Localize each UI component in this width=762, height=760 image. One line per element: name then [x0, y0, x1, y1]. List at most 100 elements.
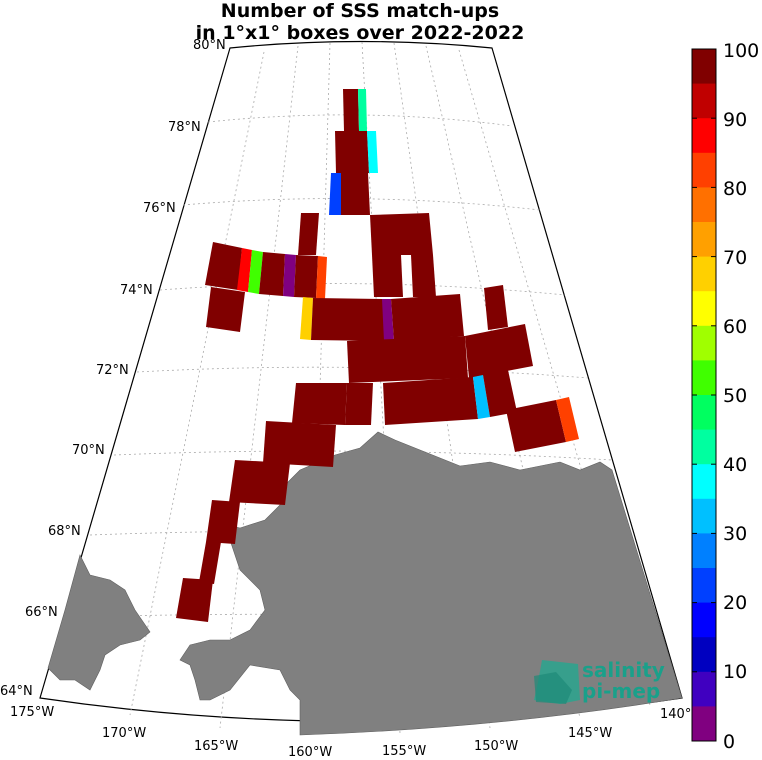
- box: [206, 500, 240, 544]
- colorbar-swatch: [692, 83, 716, 119]
- lon-label-150w: 150°W: [474, 739, 518, 754]
- lat-label-68: 68°N: [48, 524, 81, 539]
- colorbar-label-90: 90: [723, 109, 747, 131]
- colorbar-swatch: [692, 464, 716, 500]
- lon-label-175w: 175°W: [10, 705, 54, 720]
- lat-label-76: 76°N: [143, 201, 176, 216]
- box: [237, 248, 252, 292]
- box: [358, 89, 367, 131]
- colorbar-label-0: 0: [723, 731, 735, 753]
- lat-label-64: 64°N: [0, 684, 33, 699]
- colorbar-labels: 100 90 80 70 60 50 40 30 20 10 0: [723, 40, 759, 753]
- colorbar-swatch: [692, 49, 716, 85]
- box: [205, 242, 242, 290]
- colorbar-swatch: [692, 291, 716, 327]
- title-line-2: in 1°x1° boxes over 2022-2022: [195, 22, 525, 44]
- logo-text-salinity: salinity: [582, 658, 665, 682]
- colorbar-swatch: [692, 498, 716, 534]
- lat-label-80: 80°N: [193, 38, 226, 53]
- lat-label-66: 66°N: [25, 605, 58, 620]
- box: [473, 375, 490, 419]
- box: [370, 213, 433, 255]
- box: [283, 254, 296, 297]
- colorbar-label-80: 80: [723, 178, 747, 200]
- box: [298, 213, 319, 255]
- box: [343, 89, 359, 131]
- colorbar-swatch: [692, 152, 716, 188]
- lon-label-160w: 160°W: [288, 745, 332, 760]
- box: [294, 255, 318, 298]
- logo-wave-mark-2: [534, 672, 572, 704]
- colorbar-ticks: [692, 48, 716, 742]
- colorbar-label-100: 100: [723, 40, 759, 62]
- lat-label-74: 74°N: [120, 283, 153, 298]
- box: [383, 377, 478, 425]
- box: [483, 370, 517, 417]
- colorbar-swatch: [692, 395, 716, 431]
- box: [367, 131, 378, 173]
- colorbar-label-20: 20: [723, 592, 747, 614]
- box: [556, 397, 579, 442]
- lon-label-155w: 155°W: [382, 744, 426, 759]
- colorbar-swatch: [692, 222, 716, 258]
- lon-label-170w: 170°W: [102, 726, 146, 741]
- box: [176, 578, 213, 622]
- box: [292, 383, 347, 425]
- salinity-pi-mep-logo: salinity pi-mep: [534, 658, 665, 704]
- lat-label-70: 70°N: [72, 443, 105, 458]
- longitude-labels: 175°W 170°W 165°W 160°W 155°W 150°W 145°…: [10, 705, 691, 760]
- colorbar-swatch: [692, 671, 716, 707]
- colorbar-label-70: 70: [723, 247, 747, 269]
- lat-label-78: 78°N: [168, 120, 201, 135]
- box: [465, 324, 533, 378]
- box: [259, 252, 285, 296]
- colorbar-swatch: [692, 187, 716, 223]
- colorbar-swatch: [692, 256, 716, 292]
- box: [311, 298, 384, 341]
- latitude-labels: 80°N 78°N 76°N 74°N 72°N 70°N 68°N 66°N …: [0, 38, 226, 699]
- lon-label-140: 140°: [660, 707, 691, 722]
- alaska-landmass: [179, 431, 683, 736]
- colorbar-swatch: [692, 429, 716, 465]
- box: [411, 255, 436, 297]
- box: [199, 542, 221, 584]
- box: [300, 297, 313, 340]
- colorbar-label-50: 50: [723, 385, 747, 407]
- chukotka-landmass: [47, 554, 151, 691]
- colorbar-swatch: [692, 118, 716, 154]
- box: [329, 173, 341, 215]
- box: [248, 250, 263, 294]
- box: [263, 421, 336, 467]
- colorbar-swatch: [692, 360, 716, 396]
- lon-label-165w: 165°W: [194, 739, 238, 754]
- colorbar-swatch: [692, 325, 716, 361]
- matchup-boxes: [176, 89, 579, 622]
- lat-label-72: 72°N: [96, 363, 129, 378]
- colorbar: [691, 48, 717, 742]
- colorbar-label-60: 60: [723, 316, 747, 338]
- box: [506, 400, 566, 452]
- box: [206, 287, 245, 332]
- colorbar-label-30: 30: [723, 523, 747, 545]
- lon-label-145w: 145°W: [568, 726, 612, 741]
- colorbar-swatch: [692, 706, 716, 742]
- box: [484, 285, 508, 330]
- box: [382, 299, 394, 341]
- logo-text-pi-mep: pi-mep: [582, 679, 660, 703]
- box: [347, 336, 468, 383]
- colorbar-swatch: [692, 533, 716, 569]
- colorbar-swatch: [692, 602, 716, 638]
- box: [341, 173, 370, 215]
- box: [335, 131, 369, 173]
- map-title: Number of SSS match-ups in 1°x1° boxes o…: [140, 0, 580, 44]
- colorbar-label-10: 10: [723, 661, 747, 683]
- colorbar-swatch: [692, 637, 716, 673]
- box: [372, 255, 403, 297]
- box: [391, 294, 464, 341]
- title-line-1: Number of SSS match-ups: [220, 0, 500, 22]
- box: [345, 383, 373, 425]
- colorbar-label-40: 40: [723, 454, 747, 476]
- box: [229, 460, 290, 505]
- colorbar-swatch: [692, 568, 716, 604]
